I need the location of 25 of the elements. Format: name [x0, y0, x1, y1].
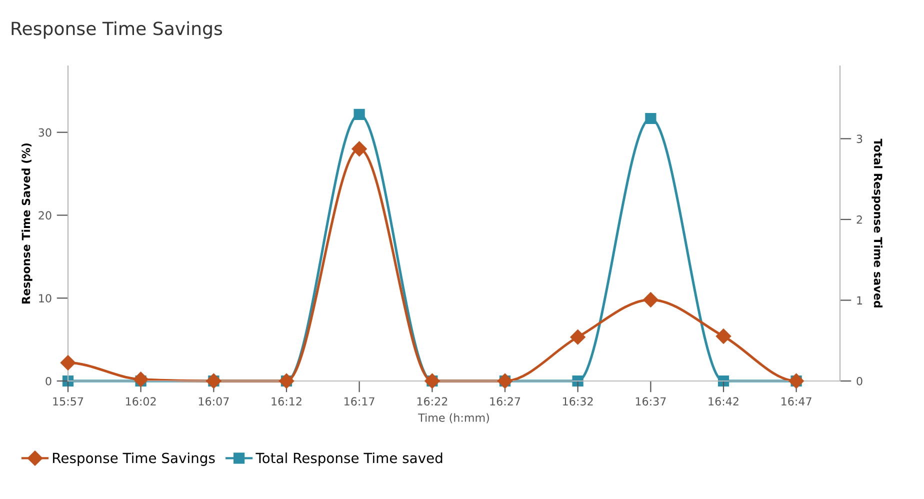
y-tick-label: 10: [39, 294, 52, 302]
y-tick-label: 30: [38, 128, 52, 137]
x-axis-title: Time (h:mm): [418, 413, 489, 424]
y-tick-label: 0: [46, 376, 52, 386]
x-tick-label: 16:02: [126, 397, 156, 406]
y2-tick-label: 3: [856, 134, 862, 144]
legend-label: Response Time Savings: [53, 452, 215, 466]
x-tick-label: 16:12: [272, 397, 302, 406]
y-axis-title: Response Time Saved (%): [22, 143, 32, 304]
x-tick-label: 16:32: [563, 397, 593, 406]
x-tick-label: 16:27: [490, 397, 520, 406]
x-tick-label: 15:57: [53, 397, 84, 406]
x-tick-label: 16:42: [708, 397, 738, 406]
x-tick-label: 16:17: [344, 397, 374, 406]
x-tick-label: 16:07: [198, 397, 229, 406]
x-tick-label: 16:47: [782, 397, 812, 406]
x-tick-label: 16:37: [636, 397, 666, 406]
chart-title: Response Time Savings: [12, 21, 222, 39]
x-tick-label: 16:22: [417, 397, 448, 406]
legend-label: Total Response Time saved: [256, 452, 442, 466]
y2-tick-label: 1: [857, 296, 862, 304]
y2-tick-label: 2: [856, 215, 862, 224]
y-tick-label: 20: [38, 211, 52, 220]
y2-axis-title: Total Response Time saved: [872, 138, 882, 308]
y2-tick-label: 0: [856, 376, 862, 386]
